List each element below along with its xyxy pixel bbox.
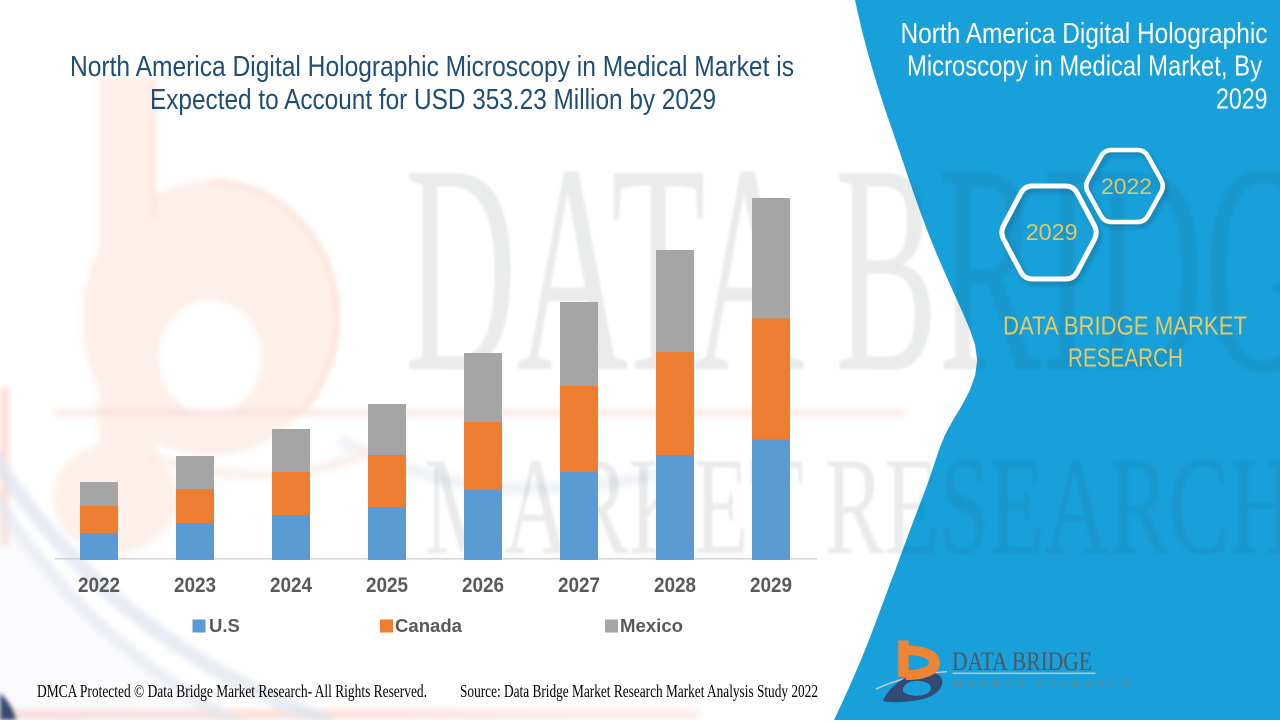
svg-text:2025: 2025	[366, 573, 408, 597]
svg-text:2026: 2026	[462, 573, 504, 597]
svg-text:Source: Data Bridge Market Res: Source: Data Bridge Market Research Mark…	[460, 681, 818, 701]
svg-text:Canada: Canada	[395, 615, 463, 636]
svg-text:2027: 2027	[558, 573, 600, 597]
svg-text:2029: 2029	[750, 573, 792, 597]
svg-text:Expected to Account for USD 35: Expected to Account for USD 353.23 Milli…	[150, 84, 716, 116]
svg-text:RESEARCH: RESEARCH	[1068, 343, 1183, 373]
svg-text:2028: 2028	[654, 573, 696, 597]
svg-text:2023: 2023	[174, 573, 216, 597]
svg-text:North America Digital Holograp: North America Digital Holographic Micros…	[70, 51, 794, 83]
svg-text:MARKET RESEARCH: MARKET RESEARCH	[953, 679, 1135, 690]
svg-text:2022: 2022	[1101, 174, 1152, 199]
svg-text:DMCA Protected © Data Bridge M: DMCA Protected © Data Bridge Market Rese…	[37, 681, 427, 701]
svg-text:North America Digital Holograp: North America Digital Holographic	[901, 18, 1268, 50]
svg-text:2022: 2022	[78, 573, 120, 597]
svg-text:DATA BRIDGE MARKET: DATA BRIDGE MARKET	[1003, 311, 1247, 341]
svg-text:2029: 2029	[1026, 219, 1078, 245]
svg-text:U.S: U.S	[209, 615, 240, 636]
svg-text:DATA BRIDGE: DATA BRIDGE	[952, 647, 1092, 676]
svg-text:2029: 2029	[1216, 83, 1268, 115]
svg-text:2024: 2024	[270, 573, 312, 597]
svg-text:Mexico: Mexico	[620, 615, 683, 636]
svg-text:Microscopy in Medical Market,: Microscopy in Medical Market, By	[907, 51, 1262, 83]
